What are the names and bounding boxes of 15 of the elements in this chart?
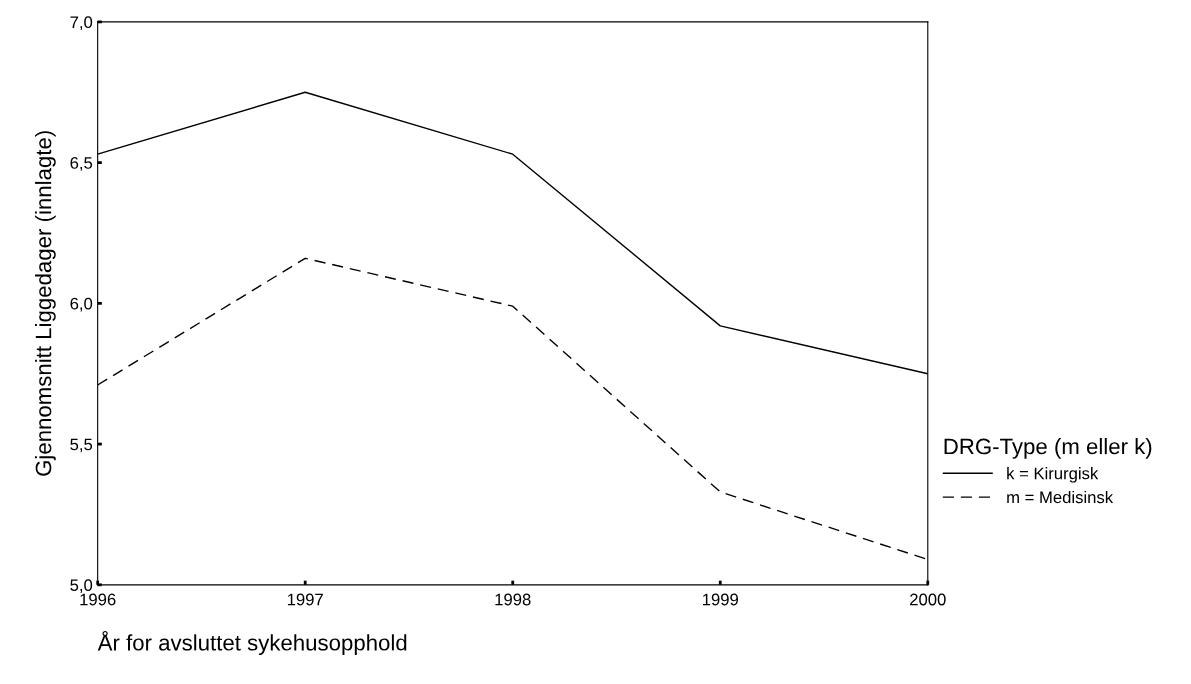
x-axis-title: År for avsluttet sykehusopphold (97, 630, 407, 655)
y-tick-label: 5,0 (70, 579, 93, 593)
x-tick-label: 2000 (910, 593, 946, 606)
y-tick-label: 5,5 (70, 438, 93, 453)
x-tick-label: 1998 (495, 593, 531, 606)
legend-label: k = Kirurgisk (1007, 467, 1099, 483)
x-tick-label: 1997 (287, 593, 323, 606)
legend-title: DRG-Type (m eller k) (944, 438, 1152, 459)
x-tick-label: 1999 (702, 593, 739, 606)
y-tick-label: 6,0 (70, 297, 93, 312)
x-tick-label: 1996 (80, 593, 116, 606)
y-tick-label: 7,0 (70, 16, 93, 31)
y-tick-label: 6,5 (70, 157, 93, 171)
y-axis-title: Gjennomsnitt Liggedager (innlagte) (35, 131, 56, 476)
legend-label: m = Medisinsk (1007, 490, 1114, 504)
